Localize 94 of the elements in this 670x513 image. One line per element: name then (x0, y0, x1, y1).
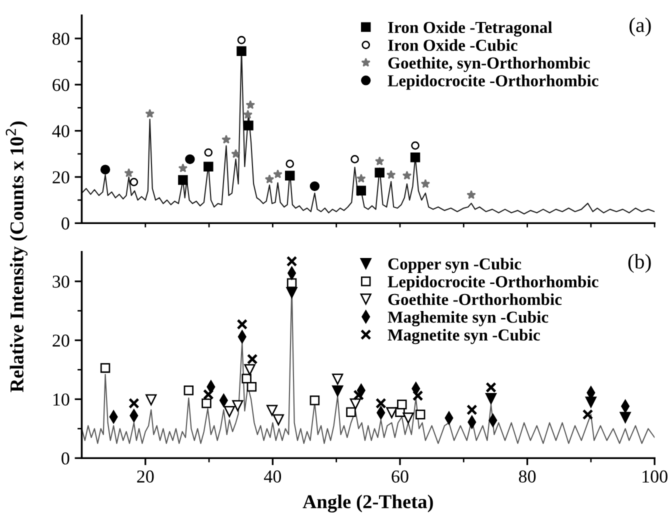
y-tick-label: 80 (52, 32, 70, 45)
x-tick-label: 20 (137, 470, 154, 483)
point (350, 155, 359, 164)
point (184, 385, 194, 396)
point (386, 407, 398, 418)
y-tick-label: 60 (52, 78, 70, 92)
point (286, 160, 294, 168)
point (332, 385, 344, 396)
point (620, 412, 631, 424)
point (237, 36, 246, 44)
legend-label: Goethite, syn-Orthorhombic (388, 56, 590, 72)
point (204, 162, 214, 172)
point (246, 382, 257, 392)
point (244, 364, 256, 376)
legend-label: Lepidocrocite -Orthorhombic (388, 276, 598, 291)
x-tick-label: 40 (264, 470, 282, 483)
point (415, 410, 426, 420)
point (146, 394, 157, 406)
point (375, 398, 386, 409)
y-tick-label: 0 (62, 217, 70, 230)
point (246, 354, 258, 365)
point (124, 168, 134, 178)
y-tick-label: 30 (52, 276, 70, 288)
point (353, 390, 364, 400)
point (466, 190, 476, 200)
point (266, 404, 278, 416)
point (346, 407, 356, 418)
point (420, 179, 430, 188)
x-tick-label: 60 (392, 470, 408, 483)
point (242, 374, 252, 384)
y-tick-label: 40 (52, 125, 70, 138)
point (100, 363, 110, 373)
point (402, 412, 414, 424)
annotation: (a) (630, 17, 651, 36)
point (145, 108, 155, 118)
point (350, 398, 361, 410)
point (356, 186, 366, 196)
point (286, 256, 298, 267)
point (310, 181, 320, 192)
point (231, 149, 240, 158)
y-tick-label: 20 (52, 171, 70, 184)
point (264, 174, 274, 184)
y-tick-label: 20 (52, 334, 70, 347)
point (374, 168, 384, 178)
x-tick-label: 80 (518, 470, 536, 483)
point (466, 404, 478, 416)
legend-label: Lepidocrocite -Orthorhombic (388, 74, 598, 90)
point (410, 152, 420, 162)
point (356, 174, 366, 183)
annotation: (b) (628, 254, 651, 273)
point (411, 141, 420, 150)
point (128, 398, 140, 409)
point (386, 170, 396, 179)
point (285, 170, 295, 180)
point (236, 46, 246, 56)
point (202, 398, 212, 408)
legend-label: Iron Oxide -Cubic (388, 39, 518, 51)
point (310, 396, 320, 406)
point (286, 286, 298, 298)
point (178, 163, 188, 172)
point (486, 382, 496, 393)
legend-label: Magnetite syn -Cubic (388, 328, 540, 344)
point (236, 318, 248, 330)
point (204, 148, 213, 157)
point (397, 400, 407, 410)
point (286, 278, 297, 288)
y-tick-label: 10 (53, 393, 70, 406)
point (272, 414, 284, 426)
point (178, 175, 188, 185)
point (202, 389, 214, 400)
legend-label: Iron Oxide -Tetragonal (388, 21, 552, 37)
legend-label: Maghemite syn -Cubic (388, 311, 548, 326)
point (582, 409, 594, 420)
point (485, 393, 497, 404)
legend-label: Copper syn -Cubic (388, 258, 522, 274)
point (224, 406, 235, 418)
point (244, 120, 254, 130)
point (273, 169, 282, 178)
point (130, 178, 138, 186)
point (100, 164, 110, 174)
y-axis-title: Relative Intensity (Counts x 10$^{2}$) (6, 122, 28, 392)
point (222, 134, 231, 144)
point (243, 110, 253, 119)
point (332, 374, 344, 385)
legend-label: Goethite -Orthorhombic (388, 293, 562, 306)
y-tick-label: 0 (62, 452, 70, 465)
point (412, 390, 424, 402)
point (374, 156, 384, 166)
x-tick-label: 100 (642, 470, 668, 483)
point (246, 100, 256, 110)
x-axis-title: Angle (2-Theta) (302, 494, 433, 512)
point (232, 400, 244, 412)
point (402, 170, 412, 180)
point (185, 154, 195, 164)
